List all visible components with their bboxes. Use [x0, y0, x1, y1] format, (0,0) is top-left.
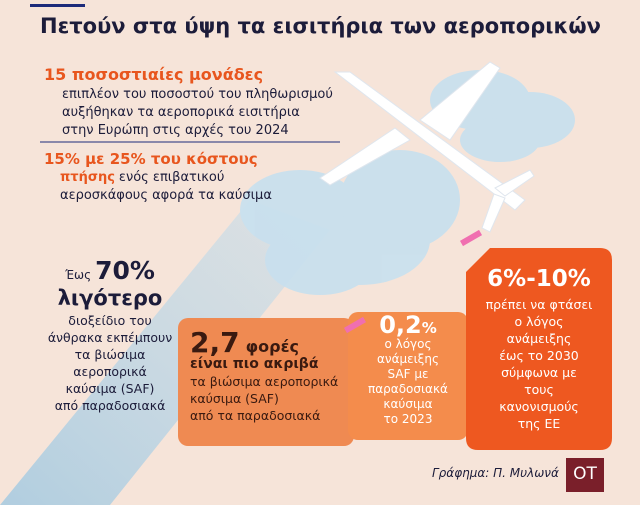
logo: OT [573, 464, 597, 484]
text-line: ο λόγος [384, 337, 432, 351]
text-line: από τα παραδοσιακά [190, 408, 321, 423]
unit: % [421, 319, 437, 337]
text-line: ανάμειξης [376, 352, 440, 366]
emphasis: λιγότερο [57, 286, 163, 310]
unit: φορές [245, 337, 299, 356]
text-line: καύσιμα [383, 397, 433, 411]
text-line: ενός επιβατικού [118, 170, 225, 185]
text-line: πρέπει να φτάσει [485, 297, 593, 312]
body: διοξείδιο του άνθρακα εκπέμπουν τα βιώσιμα… [40, 312, 180, 414]
text-line: κανονισμούς [499, 399, 579, 414]
value: 70% [95, 256, 155, 285]
fact: 15% με 25% του κόστους πτήσης ενός επιβατι… [44, 150, 272, 205]
text-line: από παραδοσιακά [54, 398, 166, 413]
value: 2,7 [190, 326, 240, 359]
text-line: τους [524, 382, 554, 397]
text-line: αεροσκάφους αφορά τα καύσιμα [60, 188, 272, 203]
text-line: 15 ποσοστιαίες μονάδες [44, 65, 264, 84]
text-line: έως το 2030 [499, 348, 579, 363]
text-line: τα βιώσιμα αεροπορικά [190, 374, 339, 389]
can: 6%-10% πρέπει να φτάσει ο λόγος ανάμειξης έω… [466, 262, 612, 432]
text-line: αυξήθηκαν τα αεροπορικά εισιτήρια [62, 105, 300, 120]
text-line: άνθρακα εκπέμπουν [47, 330, 173, 345]
value: 6%-10% [487, 266, 591, 292]
body: ενός επιβατικού αεροσκάφους αφορά τα καύσ… [44, 170, 272, 205]
text-line: SAF με [387, 367, 429, 381]
text-line: τα βιώσιμα [74, 347, 146, 362]
text-line: πτήσης [60, 170, 115, 185]
title: Πετούν στα ύψη τα εισιτήρια των αεροπορι… [40, 14, 601, 38]
text-line: στην Ευρώπη στις αρχές του 2024 [62, 123, 289, 138]
credit: Γράφημα: Π. Μυλωνά [432, 466, 559, 480]
value: 0,2 [379, 311, 422, 339]
text-line: της ΕΕ [517, 416, 561, 431]
text-line: καύσιμα (SAF) [65, 381, 155, 396]
fact: 15 ποσοστιαίες μονάδες επιπλέον του ποσοσ… [44, 64, 333, 140]
emphasis: είναι πιο ακριβά [190, 356, 319, 372]
prefix: Έως [65, 268, 92, 282]
text-line: σύμφωνα με [501, 365, 577, 380]
text-line: αεροπορικά [73, 364, 147, 379]
text-line: ο λόγος [514, 314, 564, 329]
text-line: 15% με 25% του κόστους [44, 150, 258, 168]
text-line: ανάμειξης [506, 331, 572, 346]
text-line: παραδοσιακά [368, 382, 448, 396]
can: 0,2% ο λόγος ανάμειξης SAF με παραδοσιακά καύ… [350, 313, 466, 427]
text-line: διοξείδιο του [68, 313, 152, 328]
text-line: το 2023 [383, 412, 433, 426]
text-line: καύσιμα (SAF) [190, 391, 279, 406]
body: επιπλέον του ποσοστού του πληθωρισμού αυξ… [44, 86, 333, 140]
text-line: επιπλέον του ποσοστού του πληθωρισμού [62, 87, 333, 102]
emissions: Έως 70% λιγότερο διοξείδιο του άνθρακα εκ… [40, 258, 180, 414]
can: 2,7 φορές είναι πιο ακριβά τα βιώσιμα αεροπ… [190, 329, 339, 424]
